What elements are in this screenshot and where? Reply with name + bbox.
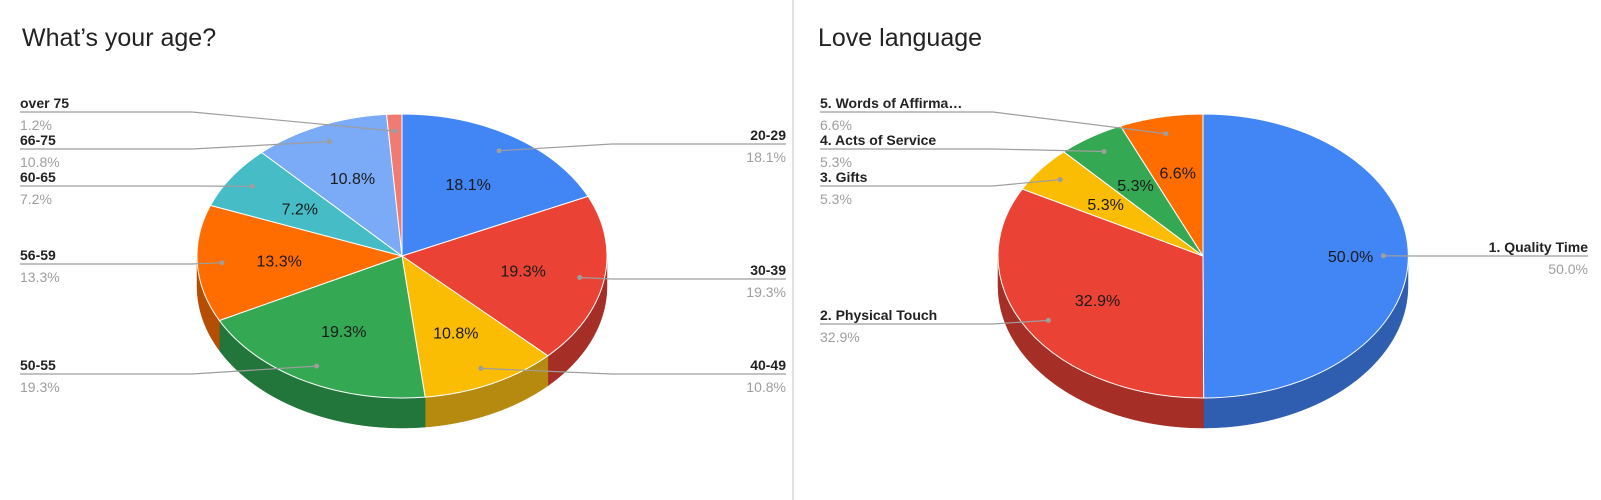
leader-line-40-49 bbox=[480, 367, 786, 375]
leader-line-30-39 bbox=[579, 276, 786, 280]
leader-dot-5-words-of-affirma bbox=[1163, 131, 1169, 137]
legend-label-4-acts-of-service: 4. Acts of Service bbox=[820, 132, 936, 148]
legend-label-over-75: over 75 bbox=[20, 95, 69, 111]
pie-slice-66-75[interactable] bbox=[260, 113, 403, 258]
legend-value-66-75: 10.8% bbox=[20, 154, 60, 170]
slice-value-label: 5.3% bbox=[1087, 197, 1123, 214]
legend-value-40-49: 10.8% bbox=[746, 379, 786, 395]
legend-value-2-physical-touch: 32.9% bbox=[820, 329, 860, 345]
legend-value-5-words-of-affirma: 6.6% bbox=[820, 117, 852, 133]
legend-label-30-39: 30-39 bbox=[750, 262, 786, 278]
age-pie-chart: 18.1% 19.3% 10.8% 19.3% 13.3% 7.2% 10.8% 20-29 1… bbox=[20, 95, 786, 429]
leader-dot-over-75 bbox=[392, 128, 398, 134]
slice-value-label: 7.2% bbox=[282, 202, 318, 219]
leader-dot-4-acts-of-service bbox=[1101, 149, 1107, 154]
legend-label-20-29: 20-29 bbox=[750, 127, 786, 143]
leader-line-5-words-of-affirma bbox=[820, 111, 1166, 135]
leader-dot-50-55 bbox=[314, 363, 320, 369]
legend-label-50-55: 50-55 bbox=[20, 357, 56, 373]
legend-value-30-39: 19.3% bbox=[746, 284, 786, 300]
pie-slice-5-words-of-affirma[interactable] bbox=[1119, 113, 1204, 258]
legend-value-56-59: 13.3% bbox=[20, 269, 60, 285]
slice-value-label: 32.9% bbox=[1075, 293, 1120, 310]
love-language-pie-chart: 50.0% 32.9% 5.3% 5.3% 6.6% 1. Quality Time 50.… bbox=[820, 95, 1589, 429]
slice-value-label: 19.3% bbox=[321, 324, 366, 341]
legend-label-66-75: 66-75 bbox=[20, 132, 56, 148]
legend-label-2-physical-touch: 2. Physical Touch bbox=[820, 307, 937, 323]
leader-line-2-physical-touch bbox=[820, 319, 1049, 325]
legend-value-60-65: 7.2% bbox=[20, 191, 52, 207]
pie-slice-40-49[interactable] bbox=[401, 254, 549, 398]
legend-value-3-gifts: 5.3% bbox=[820, 191, 852, 207]
legend-label-56-59: 56-59 bbox=[20, 247, 56, 263]
pie-slice-50-55[interactable] bbox=[218, 255, 426, 399]
leader-line-over-75 bbox=[20, 111, 396, 132]
slice-value-label: 13.3% bbox=[257, 254, 302, 271]
pie-slice-30-39[interactable] bbox=[400, 195, 608, 357]
leader-dot-1-quality-time bbox=[1380, 253, 1386, 259]
legend-value-4-acts-of-service: 5.3% bbox=[820, 154, 852, 170]
slice-value-label: 50.0% bbox=[1328, 249, 1373, 266]
legend-value-20-29: 18.1% bbox=[746, 149, 786, 165]
leader-dot-60-65 bbox=[249, 183, 255, 189]
leader-line-56-59 bbox=[20, 262, 222, 265]
slice-value-label: 5.3% bbox=[1117, 178, 1153, 195]
leader-dot-2-physical-touch bbox=[1045, 317, 1051, 323]
leader-line-20-29 bbox=[499, 143, 786, 152]
leader-dot-40-49 bbox=[478, 365, 484, 371]
leader-dot-20-29 bbox=[496, 148, 502, 154]
leader-dot-66-75 bbox=[326, 139, 332, 145]
legend-label-40-49: 40-49 bbox=[750, 357, 786, 373]
pie-top-layer bbox=[196, 113, 608, 399]
leader-line-4-acts-of-service bbox=[820, 148, 1105, 153]
chart-title-love-language: Love language bbox=[818, 24, 982, 52]
legend-value-over-75: 1.2% bbox=[20, 117, 52, 133]
leader-line-66-75 bbox=[20, 141, 330, 150]
slice-value-label: 10.8% bbox=[330, 171, 375, 188]
pie-slice-over-75[interactable] bbox=[386, 113, 403, 257]
leader-dot-30-39 bbox=[577, 275, 583, 280]
leader-dot-3-gifts bbox=[1057, 177, 1063, 183]
legend-value-50-55: 19.3% bbox=[20, 379, 60, 395]
slice-value-label: 10.8% bbox=[433, 326, 478, 343]
slice-value-label: 18.1% bbox=[446, 177, 491, 194]
pie-top-layer bbox=[997, 113, 1409, 399]
pie-slice-2-physical-touch[interactable] bbox=[997, 188, 1205, 399]
legend-label-60-65: 60-65 bbox=[20, 169, 56, 185]
legend-label-1-quality-time: 1. Quality Time bbox=[1489, 239, 1589, 255]
chart-title-age: What’s your age? bbox=[22, 24, 216, 52]
legend-label-3-gifts: 3. Gifts bbox=[820, 169, 868, 185]
legend-value-1-quality-time: 50.0% bbox=[1548, 261, 1588, 277]
leader-line-3-gifts bbox=[820, 179, 1061, 187]
pie-slice-20-29[interactable] bbox=[401, 113, 589, 257]
leader-line-50-55 bbox=[20, 365, 317, 375]
leader-dot-56-59 bbox=[219, 260, 225, 266]
slice-value-label: 6.6% bbox=[1159, 166, 1195, 183]
legend-label-5-words-of-affirma: 5. Words of Affirma… bbox=[820, 95, 962, 111]
slice-value-label: 19.3% bbox=[501, 264, 546, 281]
